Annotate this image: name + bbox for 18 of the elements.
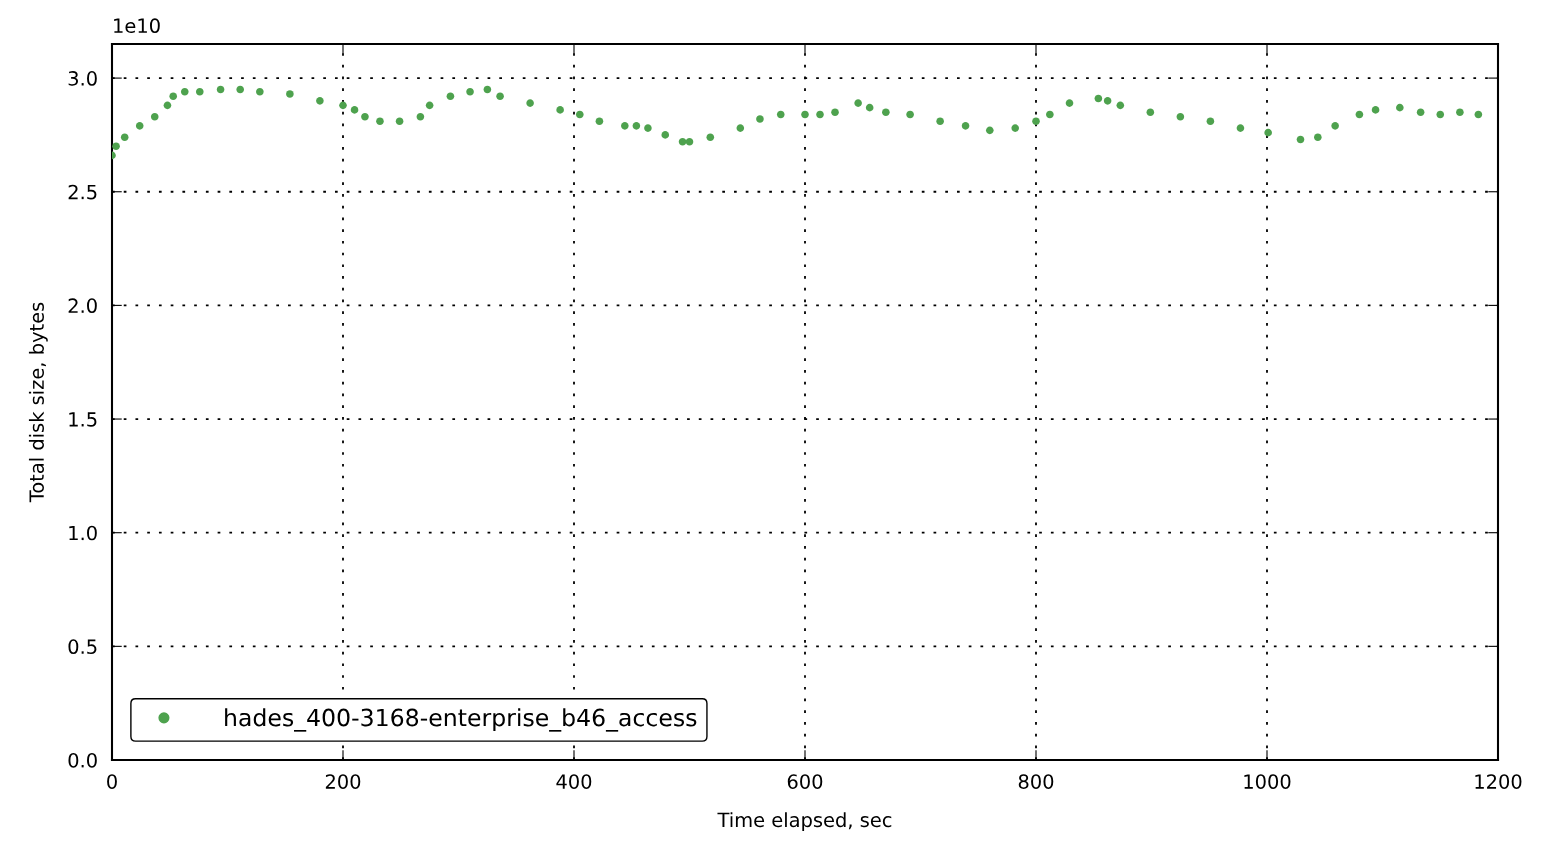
y-axis-title: Total disk size, bytes [28,302,48,503]
y-tick-label: 3.0 [68,71,97,86]
y-tick-label: 0.0 [68,752,97,768]
x-tick-label: 600 [787,774,823,789]
x-tick-label: 800 [1018,774,1054,789]
x-tick-label: 0 [107,774,117,789]
y-tick-label: 2.5 [68,184,97,200]
y-tick-label: 1.0 [69,525,97,541]
x-tick-label: 1200 [1475,774,1522,789]
y-tick-label: 1.5 [69,412,97,427]
x-tick-label: 400 [556,774,592,789]
legend-label: hades_400-3168-enterprise_b46_access [225,708,697,732]
x-tick-label: 1000 [1244,774,1291,789]
y-tick-label: 2.0 [68,298,97,314]
x-axis-title: Time elapsed, sec [717,812,892,831]
text: 1e10 [114,18,160,34]
y-tick-label: 0.5 [68,639,97,655]
x-tick-label: 200 [325,774,361,789]
